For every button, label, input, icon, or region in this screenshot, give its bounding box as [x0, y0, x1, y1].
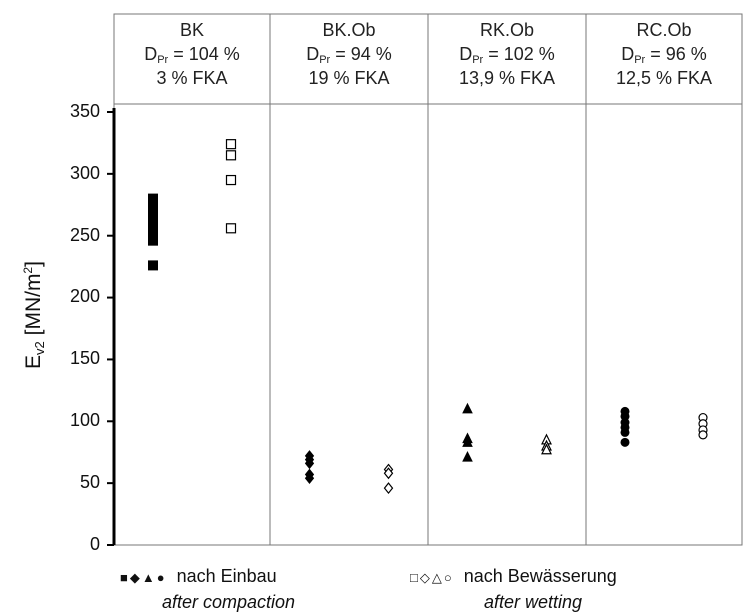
- group-dpr: DPr = 102 %: [459, 44, 555, 66]
- group-fka: 12,5 % FKA: [615, 68, 713, 88]
- legend-wetting: □◇△○ nach Bewässerung after wetting: [410, 564, 617, 614]
- legend-compaction: ■◆▲● nach Einbau after compaction: [120, 564, 295, 614]
- legend-wetting-label-en: after wetting: [484, 592, 583, 612]
- group-fka: 13,9 % FKA: [458, 68, 556, 88]
- group-header-rk-ob: RK.Ob DPr = 102 % 13,9 % FKA: [428, 14, 586, 104]
- point-after-wetting: [225, 174, 237, 186]
- y-tick-label: 250: [69, 225, 100, 245]
- group-name: BK.Ob: [322, 20, 376, 40]
- point-after-compaction: [148, 193, 158, 204]
- point-after-wetting: [225, 150, 237, 161]
- point-after-wetting: [383, 467, 394, 480]
- point-after-wetting: [225, 139, 237, 150]
- y-tick-label: 200: [69, 286, 100, 306]
- point-after-compaction: [148, 235, 158, 246]
- group-dpr: DPr = 104 %: [144, 44, 240, 66]
- legend-wetting-label: nach Bewässerung: [463, 566, 617, 586]
- y-tick-label: 0: [89, 534, 100, 554]
- point-after-wetting: [383, 482, 394, 495]
- point-after-compaction: [304, 472, 315, 484]
- group-name: RC.Ob: [636, 20, 692, 40]
- group-header-bk: BK DPr = 104 % 3 % FKA: [114, 14, 270, 104]
- y-tick-label: 300: [69, 163, 100, 183]
- y-tick-label: 150: [69, 348, 100, 368]
- point-after-compaction: [462, 451, 473, 462]
- legend-compaction-label: nach Einbau: [176, 566, 277, 586]
- group-fka: 19 % FKA: [308, 68, 390, 88]
- group-dpr: DPr = 94 %: [306, 44, 392, 66]
- group-dpr: DPr = 96 %: [621, 44, 707, 66]
- point-after-wetting: [225, 223, 237, 234]
- group-fka: 3 % FKA: [156, 68, 228, 88]
- y-tick-label: 350: [69, 101, 100, 121]
- point-after-compaction: [148, 215, 158, 226]
- y-tick-label: 50: [79, 472, 100, 492]
- point-after-compaction: [304, 457, 315, 470]
- legend-compaction-label-en: after compaction: [162, 592, 296, 612]
- point-after-compaction: [148, 260, 158, 271]
- group-name: RK.Ob: [479, 20, 535, 40]
- legend-compaction-symbols: ■◆▲●: [120, 570, 167, 585]
- legend-wetting-symbols: □◇△○: [410, 570, 454, 585]
- group-header-bk-ob: BK.Ob DPr = 94 % 19 % FKA: [270, 14, 428, 104]
- y-axis-label: Ev2 [MN/m2]: [21, 261, 47, 369]
- group-name: BK: [179, 20, 204, 40]
- group-header-rc-ob: RC.Ob DPr = 96 % 12,5 % FKA: [586, 14, 742, 104]
- y-tick-label: 100: [69, 410, 100, 430]
- point-after-compaction: [620, 427, 630, 437]
- point-after-wetting: [541, 443, 552, 455]
- point-after-compaction: [620, 437, 630, 447]
- point-after-compaction: [462, 436, 473, 447]
- point-after-wetting: [698, 430, 708, 440]
- point-after-compaction: [462, 402, 473, 414]
